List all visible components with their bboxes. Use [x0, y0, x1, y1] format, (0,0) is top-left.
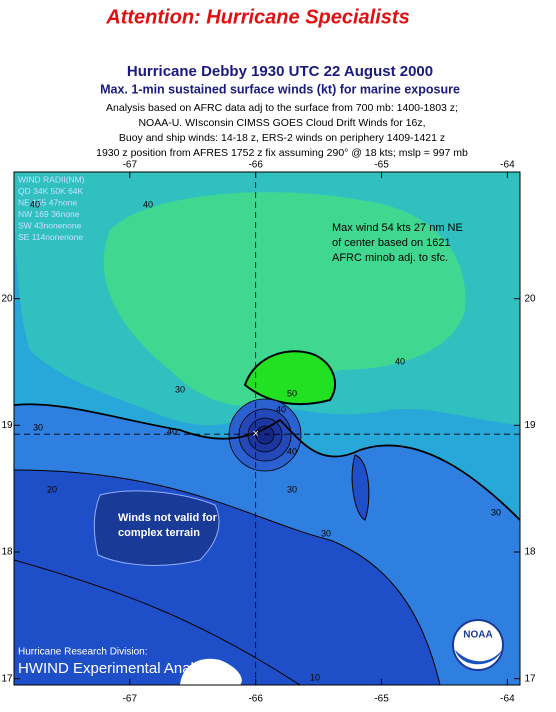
x-tick-label-bottom: -65: [374, 694, 389, 705]
header-title: Attention: Hurricane Specialists: [105, 6, 409, 28]
wind-radii-line: SW 43nonenone: [18, 220, 82, 230]
y-tick-label-left: 20: [1, 293, 13, 304]
contour-label: 50: [287, 388, 297, 398]
x-tick-label-top: -64: [500, 160, 515, 171]
map-title: Hurricane Debby 1930 UTC 22 August 2000: [127, 63, 433, 80]
notes: Analysis based on AFRC data adj to the s…: [96, 102, 468, 159]
x-tick-label-bottom: -64: [500, 694, 515, 705]
note-line: Buoy and ship winds: 14-18 z, ERS-2 wind…: [119, 132, 445, 144]
contour-label: 40: [30, 199, 40, 209]
center-mark: ×: [252, 428, 258, 440]
island: [93, 490, 220, 566]
contour-label: 40: [395, 356, 405, 366]
land-blank: [180, 658, 242, 685]
noaa-logo: NOAA: [452, 619, 504, 671]
contour-field: [14, 172, 520, 685]
y-tick-label-left: 19: [1, 420, 13, 431]
note-line: 1930 z position from AFRES 1752 z fix as…: [96, 147, 468, 159]
annotation: Max wind 54 kts 27 nm NE: [332, 222, 463, 234]
logo-text: NOAA: [463, 630, 492, 641]
contour-label: 40: [167, 426, 177, 436]
x-tick-label-top: -67: [123, 160, 138, 171]
note-line: Analysis based on AFRC data adj to the s…: [106, 102, 458, 114]
footer-line: HWIND Experimental Analysis: [18, 660, 220, 677]
y-tick-label-left: 18: [1, 547, 13, 558]
wind-radii-line: NW 169 36none: [18, 209, 80, 219]
contour-label: 30: [321, 528, 331, 538]
y-tick-label-right: 18: [524, 547, 536, 558]
footer-line: Hurricane Research Division:: [18, 647, 148, 658]
fill-40: [103, 192, 466, 407]
contour-label: 30: [491, 507, 501, 517]
wind-radii-line: WIND RADII(NM): [18, 174, 85, 184]
map-subtitle: Max. 1-min sustained surface winds (kt) …: [100, 82, 460, 96]
x-tick-label-top: -65: [374, 160, 389, 171]
contour-label: 40: [276, 404, 286, 414]
y-tick-label-left: 17: [1, 673, 13, 684]
annotation: Winds not valid for: [118, 512, 218, 524]
wind-radii-line: QD 34K 50K 64K: [18, 186, 84, 196]
note-line: NOAA-U. WIsconsin CIMSS GOES Cloud Drift…: [138, 117, 425, 129]
contour-label: 20: [47, 484, 57, 494]
annotation: complex terrain: [118, 527, 200, 539]
annotation: AFRC minob adj. to sfc.: [332, 252, 448, 264]
wind-radii-line: SE 114nonenone: [18, 232, 83, 242]
map-frame: [13, 171, 521, 686]
wind-radii-line: NE 155 47none: [18, 197, 77, 207]
x-tick-label-top: -66: [248, 160, 263, 171]
fill-50: [243, 350, 336, 406]
y-tick-label-right: 17: [524, 673, 536, 684]
y-tick-label-right: 19: [524, 420, 536, 431]
annotation: of center based on 1621: [332, 237, 451, 249]
contour-label: 40: [287, 446, 297, 456]
x-tick-label-bottom: -66: [248, 694, 263, 705]
contour-label: 30: [175, 384, 185, 394]
contour-label: 30: [33, 422, 43, 432]
y-tick-label-right: 20: [524, 293, 536, 304]
x-tick-label-bottom: -67: [123, 694, 138, 705]
contour-label: 10: [310, 672, 320, 682]
contour-label: 40: [143, 199, 153, 209]
contour-label: 30: [287, 484, 297, 494]
